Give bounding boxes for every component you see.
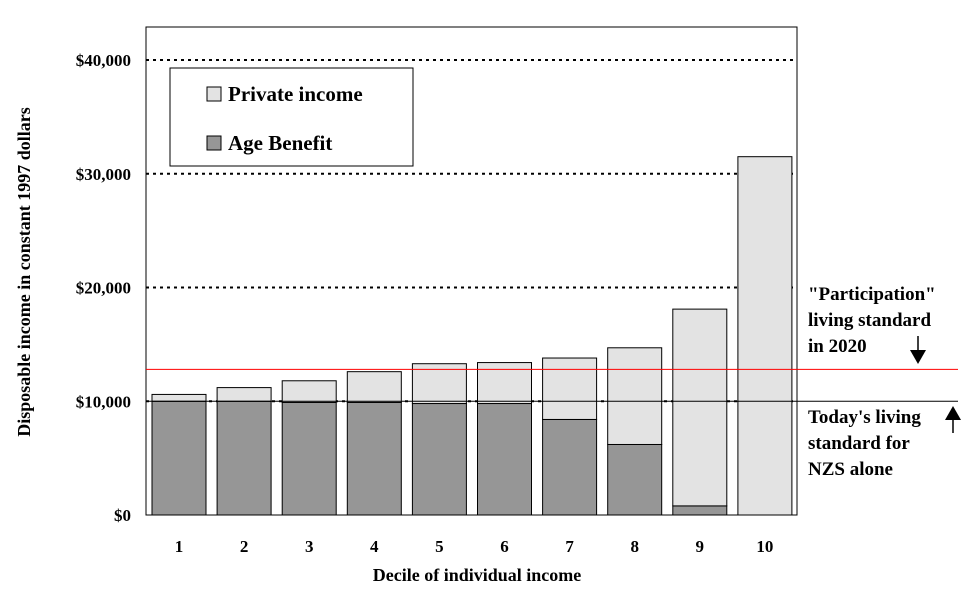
x-tick-label: 9 [696, 537, 705, 556]
reference-lines [146, 368, 958, 402]
y-tick-label: $20,000 [76, 279, 131, 298]
bar-private-income-7 [542, 357, 598, 420]
bar-age-benefit-9 [672, 505, 728, 516]
legend-label-private-income: Private income [228, 82, 363, 106]
today-label-line-3: NZS alone [808, 459, 893, 480]
x-tick-label: 1 [175, 537, 184, 556]
x-tick-label: 6 [500, 537, 509, 556]
bar-age-benefit-8 [607, 443, 663, 516]
up-arrow-icon [945, 406, 961, 420]
bar-private-income-9 [672, 308, 728, 507]
bar-age-benefit-5 [411, 403, 467, 516]
today-label-line-1: Today's living [808, 407, 921, 428]
down-arrow-icon [910, 350, 926, 364]
y-tick-label: $40,000 [76, 51, 131, 70]
y-tick-labels: $0 $10,000 $20,000 $30,000 $40,000 [76, 51, 131, 525]
x-tick-label: 5 [435, 537, 444, 556]
bar-private-income-2 [216, 387, 272, 402]
participation-label-line-1: "Participation" [808, 284, 936, 305]
legend-label-age-benefit: Age Benefit [228, 131, 332, 155]
bar-age-benefit-6 [477, 403, 532, 516]
legend: Private income Age Benefit [169, 67, 414, 167]
x-tick-labels: 1 2 3 4 5 6 7 8 9 10 [175, 537, 774, 556]
bar-private-income-3 [281, 380, 337, 403]
bar-age-benefit-7 [542, 418, 598, 516]
x-tick-label: 7 [565, 537, 574, 556]
bar-age-benefit-4 [346, 401, 402, 516]
y-axis-title: Disposable income in constant 1997 dolla… [14, 107, 34, 437]
bar-private-income-4 [346, 371, 402, 403]
x-tick-label: 4 [370, 537, 379, 556]
participation-label-line-3: in 2020 [808, 336, 867, 357]
today-label-line-2: standard for [808, 433, 910, 454]
x-tick-label: 8 [630, 537, 639, 556]
bar-age-benefit-2 [216, 400, 272, 516]
y-tick-label: $10,000 [76, 392, 131, 411]
x-axis-title: Decile of individual income [373, 565, 582, 585]
bar-private-income-5 [411, 363, 467, 405]
bar-private-income-10 [737, 156, 793, 516]
y-tick-label: $0 [114, 506, 131, 525]
participation-label-line-2: living standard [808, 310, 931, 331]
legend-swatch-age-benefit [206, 135, 222, 151]
bar-private-income-1 [151, 393, 207, 402]
bar-age-benefit-3 [281, 401, 337, 516]
today-annotation: Today's living standard for NZS alone [808, 406, 961, 480]
y-tick-label: $30,000 [76, 165, 131, 184]
x-tick-label: 3 [305, 537, 314, 556]
x-tick-label: 10 [756, 537, 773, 556]
x-tick-label: 2 [240, 537, 249, 556]
bar-private-income-8 [607, 347, 663, 445]
bar-private-income-6 [477, 362, 532, 405]
bars [151, 156, 793, 516]
bar-age-benefit-1 [151, 400, 207, 516]
legend-swatch-private-income [206, 86, 222, 102]
participation-annotation: "Participation" living standard in 2020 [808, 284, 936, 364]
